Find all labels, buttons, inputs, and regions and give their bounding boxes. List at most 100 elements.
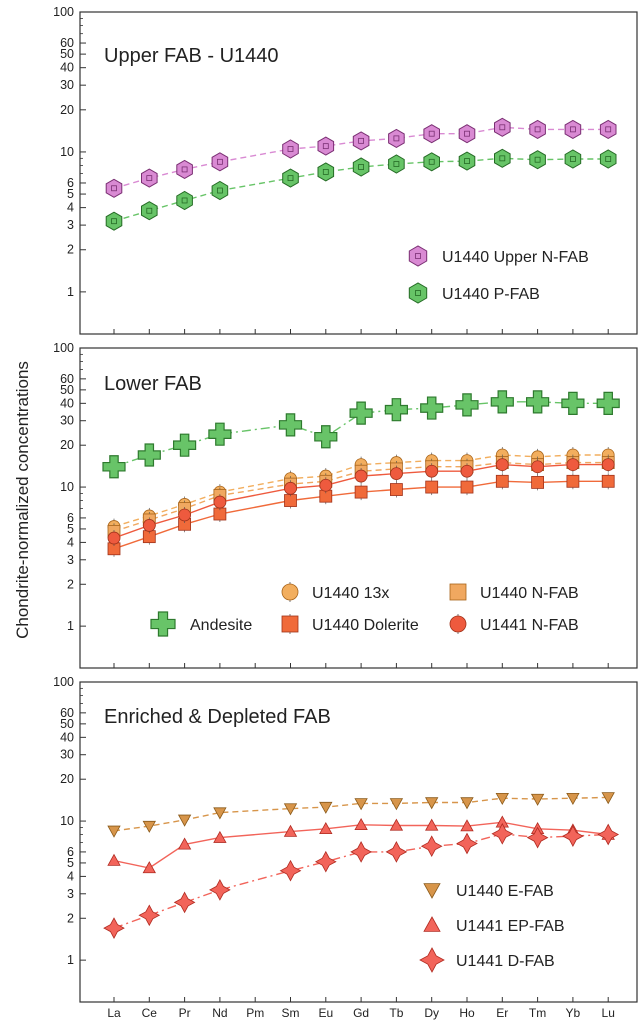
legend-marker [423, 916, 441, 932]
legend-marker [449, 615, 467, 633]
data-point [495, 474, 509, 488]
y-tick-label: 2 [67, 911, 74, 925]
data-point [566, 458, 580, 472]
data-point-center [464, 130, 470, 137]
data-point-center [570, 156, 576, 162]
data-point [141, 201, 158, 221]
data-point [173, 433, 197, 457]
y-tick-label: 50 [60, 47, 74, 61]
data-point [283, 824, 298, 837]
data-point [596, 391, 620, 415]
data-point [349, 401, 373, 425]
data-point-center [111, 185, 117, 192]
series-line [113, 821, 609, 869]
data-point [176, 190, 193, 211]
legend-marker [449, 583, 467, 601]
data-point [208, 422, 232, 446]
data-point [566, 793, 580, 806]
data-point [490, 390, 514, 414]
data-point [529, 150, 546, 170]
panel-frame [79, 347, 638, 669]
data-point [142, 820, 156, 833]
x-tick-label: Eu [318, 1006, 333, 1020]
panel-title: Enriched & Depleted FAB [104, 706, 331, 728]
y-tick-label: 60 [60, 372, 74, 386]
legend-label: U1440 Upper N-FAB [442, 249, 589, 266]
x-tick-label: Tm [529, 1006, 546, 1020]
x-tick-label: Lu [602, 1006, 615, 1020]
data-point-center [358, 137, 365, 144]
data-point [460, 480, 474, 494]
data-point [352, 131, 370, 151]
data-point [283, 803, 298, 816]
series-u1441-d-fab [103, 822, 620, 939]
y-tick-label: 20 [60, 772, 74, 786]
x-tick-label: Sm [282, 1006, 300, 1020]
data-point [282, 168, 299, 188]
data-point [562, 825, 584, 847]
y-tick-label: 60 [60, 706, 74, 720]
data-point [107, 825, 121, 838]
data-point-center [287, 146, 294, 152]
y-tick-label: 6 [67, 176, 74, 190]
y-tick-label: 40 [60, 61, 74, 75]
data-point [526, 390, 550, 414]
data-point [425, 797, 439, 810]
data-point [455, 393, 479, 417]
y-tick-label: 50 [60, 717, 74, 731]
data-point [279, 859, 302, 882]
data-point [278, 413, 303, 437]
data-point [284, 494, 297, 507]
data-point [494, 117, 511, 137]
series-u1440-upper-n-fab [105, 117, 617, 198]
data-point [564, 149, 582, 169]
data-point [385, 841, 408, 863]
y-tick-label: 4 [67, 869, 74, 883]
data-point [211, 152, 229, 172]
data-point [530, 793, 545, 806]
data-point [107, 853, 121, 866]
data-point-center [428, 158, 435, 165]
data-point [213, 830, 227, 843]
data-point [213, 807, 227, 820]
data-point [314, 850, 337, 873]
x-tick-label: Er [496, 1006, 508, 1020]
y-tick-label: 3 [67, 218, 74, 232]
legend-label: U1441 EP-FAB [456, 918, 565, 935]
data-point-center [605, 156, 612, 162]
panel-frame [79, 681, 638, 1003]
data-point [319, 821, 333, 834]
legend-marker [281, 615, 299, 633]
panel-frame [79, 11, 638, 335]
data-point [284, 481, 297, 495]
data-point [601, 458, 615, 472]
data-point-center [534, 156, 541, 163]
data-point [177, 837, 192, 850]
legend-label: U1441 N-FAB [480, 617, 579, 634]
y-tick-label: 6 [67, 511, 74, 525]
data-point [354, 469, 368, 483]
legend-marker [150, 611, 176, 637]
legend-label: U1440 P-FAB [442, 286, 540, 303]
data-point [388, 128, 405, 148]
data-point [319, 801, 333, 814]
y-tick-label: 30 [60, 748, 74, 762]
y-tick-label: 60 [60, 36, 74, 50]
y-tick-label: 30 [60, 414, 74, 428]
x-tick-label: Gd [353, 1006, 369, 1020]
y-tick-label: 1 [67, 285, 74, 299]
data-point [389, 798, 404, 811]
x-tick-label: Yb [566, 1006, 581, 1020]
series-u1440-dolerite [107, 473, 615, 557]
data-point [531, 460, 544, 474]
data-point [209, 879, 231, 901]
x-tick-label: Dy [424, 1006, 439, 1020]
legend-marker [408, 245, 428, 267]
data-point-center [146, 207, 153, 214]
data-point [142, 519, 156, 532]
y-tick-label: 100 [53, 341, 74, 355]
data-point [354, 485, 368, 499]
data-point [102, 455, 126, 479]
data-point [456, 832, 478, 855]
data-point-center [393, 135, 400, 142]
